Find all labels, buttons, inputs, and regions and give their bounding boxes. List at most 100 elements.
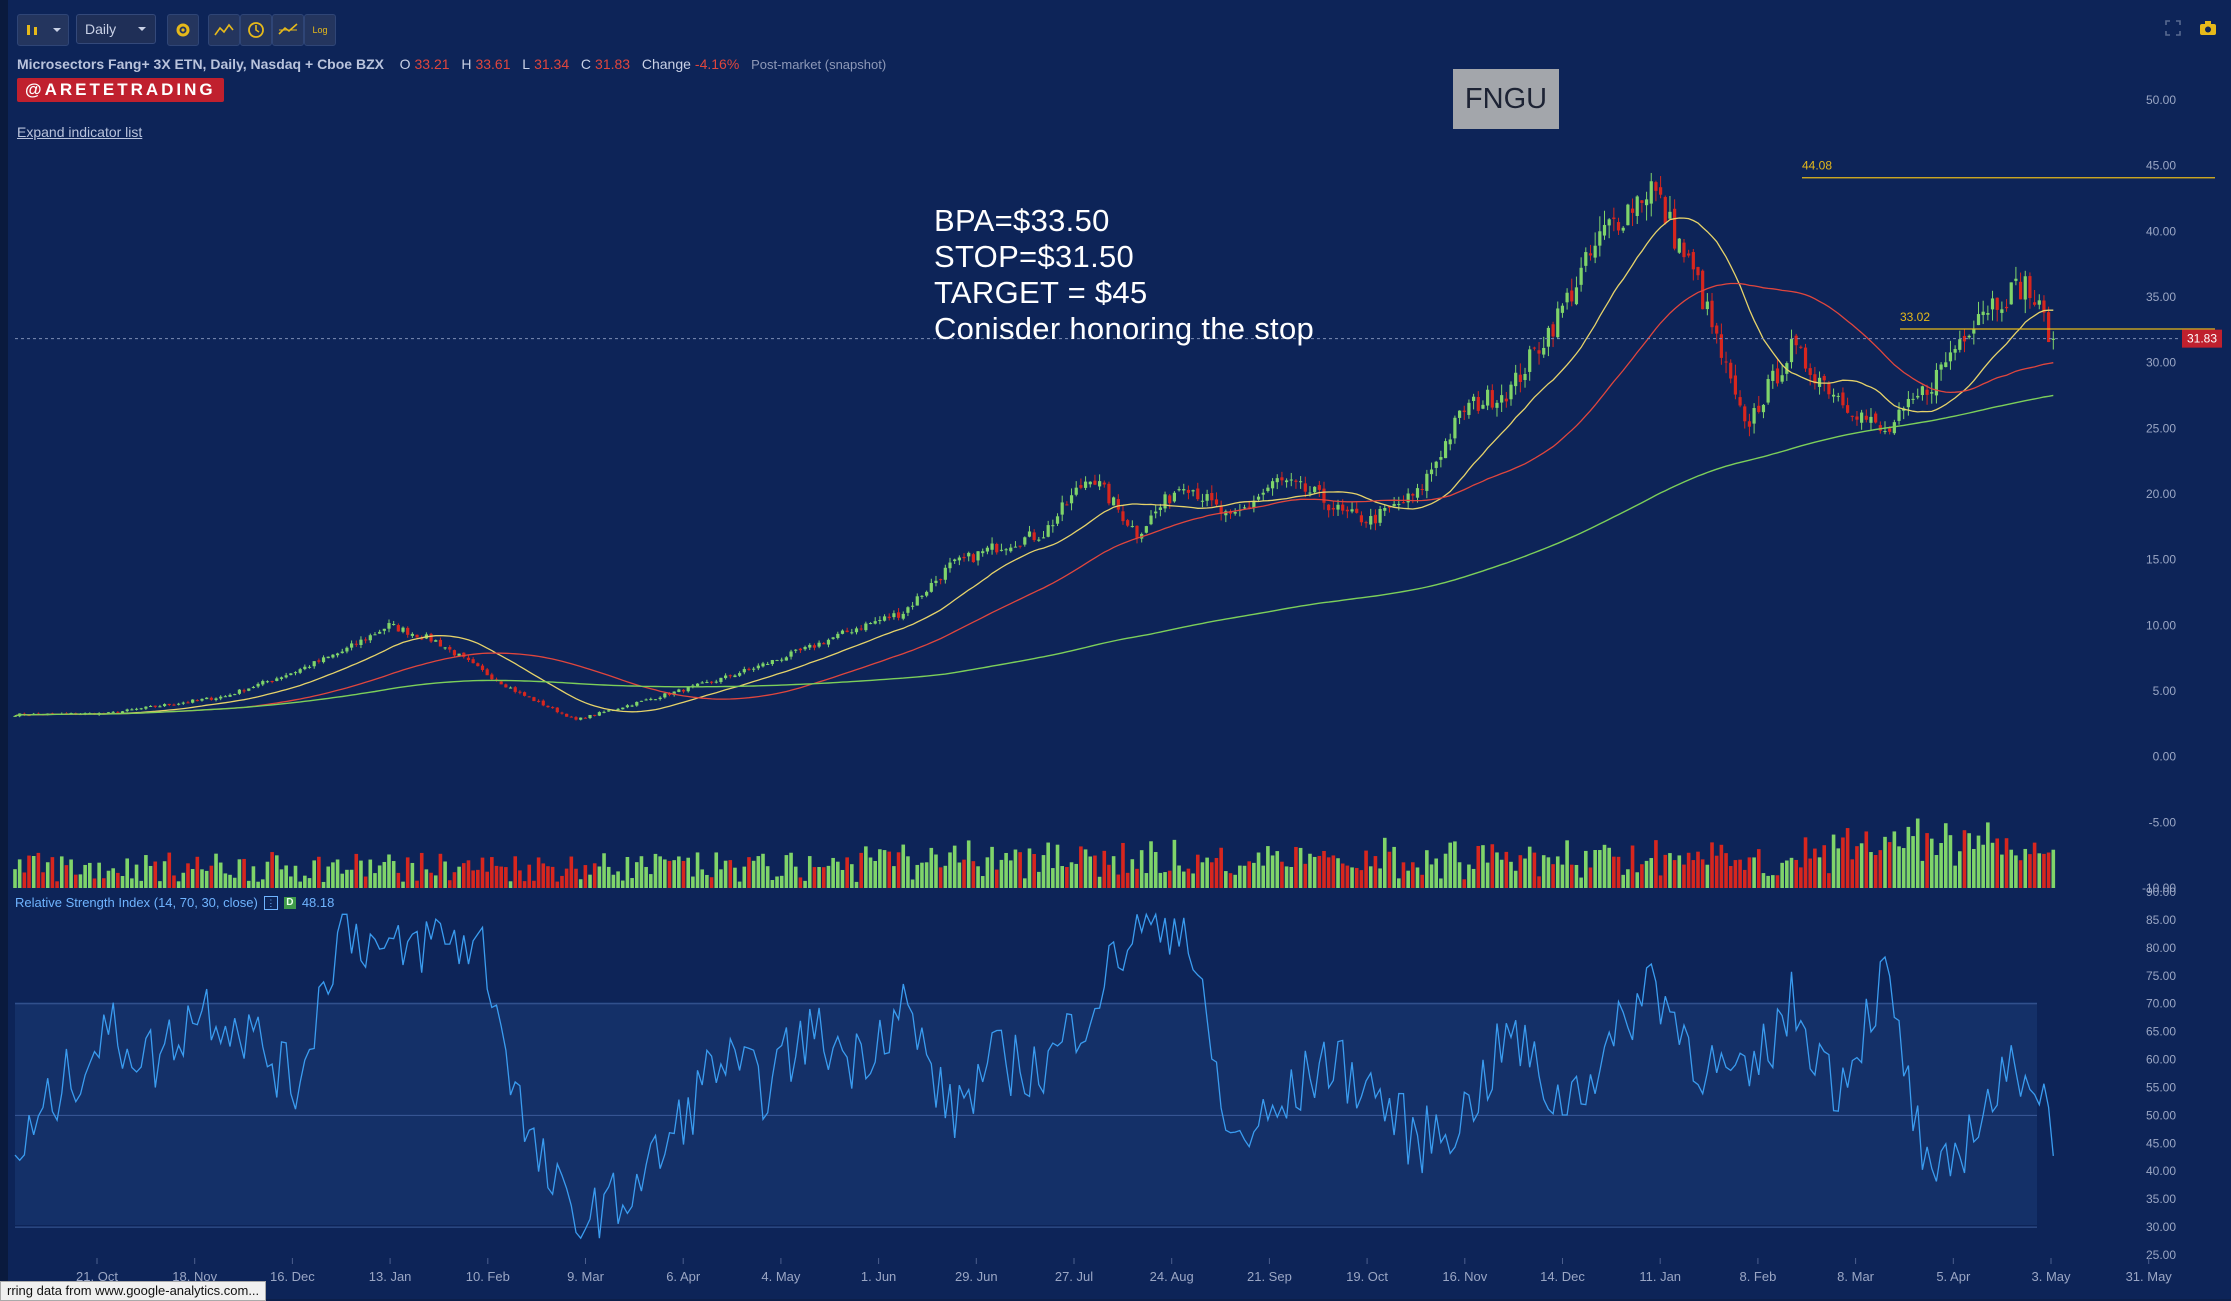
candle-body xyxy=(1509,384,1513,400)
volume-bar xyxy=(1607,847,1611,888)
chart-type-button[interactable] xyxy=(17,14,69,46)
candle-body xyxy=(1729,362,1733,379)
volume-bar xyxy=(681,860,686,888)
volume-bar xyxy=(232,877,237,888)
rsi-band xyxy=(15,1002,2037,1225)
volume-bar xyxy=(410,862,415,888)
date-tick-label: 21. Oct xyxy=(76,1269,118,1284)
candle-body xyxy=(588,714,592,719)
date-tick-label: 1. Jun xyxy=(861,1269,896,1284)
candle-body xyxy=(233,694,237,696)
candle-body xyxy=(1149,515,1153,525)
volume-bar xyxy=(821,867,826,888)
volume-bar xyxy=(1738,859,1742,888)
rsi-tick-label: 45.00 xyxy=(2146,1136,2176,1150)
camera-icon[interactable] xyxy=(2199,20,2217,36)
more-icon[interactable]: ⋮ xyxy=(263,895,278,910)
candle-body xyxy=(583,717,587,719)
volume-bar xyxy=(1958,851,1962,888)
candle-body xyxy=(1864,415,1868,420)
log-scale-button[interactable]: Log xyxy=(304,14,336,46)
volume-bar xyxy=(1111,856,1116,888)
note-line: BPA=$33.50 xyxy=(934,203,1110,238)
volume-bar xyxy=(335,859,340,888)
timeframe-select[interactable]: Daily xyxy=(76,14,156,44)
volume-bar xyxy=(831,857,835,888)
series-name: Microsectors Fang+ 3X ETN, Daily, Nasdaq… xyxy=(17,56,384,72)
rsi-line xyxy=(14,912,2054,1240)
volume-bar xyxy=(653,853,658,888)
fullscreen-icon[interactable] xyxy=(2165,20,2181,36)
volume-bar xyxy=(845,857,849,888)
candle-body xyxy=(1163,494,1167,509)
volume-bar xyxy=(1434,858,1438,888)
candle-body xyxy=(798,648,802,651)
candle-body xyxy=(265,681,270,683)
indicators-button[interactable] xyxy=(208,14,240,46)
candle-body xyxy=(1327,504,1331,511)
candle-body xyxy=(808,644,812,648)
candle-body xyxy=(1397,503,1401,505)
candle-body xyxy=(1565,292,1569,303)
candle-body xyxy=(1313,486,1317,493)
volume-bar xyxy=(275,855,279,888)
volume-bar xyxy=(1144,873,1149,888)
candle-body xyxy=(2004,306,2009,309)
candle-body xyxy=(1083,481,1088,488)
candles-layer xyxy=(13,172,2055,721)
candle-body xyxy=(1874,413,1878,423)
compare-button[interactable] xyxy=(272,14,304,46)
expand-indicator-list-link[interactable]: Expand indicator list xyxy=(17,124,143,140)
date-tick-label: 14. Dec xyxy=(1540,1269,1585,1284)
candle-body xyxy=(158,706,162,708)
candle-body xyxy=(756,665,760,669)
candle-body xyxy=(981,551,985,554)
candle-body xyxy=(1280,477,1284,481)
volume-bar xyxy=(1420,874,1424,888)
candle-body xyxy=(999,549,1004,551)
timeframe-value: Daily xyxy=(85,21,117,37)
settings-button[interactable] xyxy=(167,14,199,46)
volume-bar xyxy=(447,880,452,888)
volume-bar xyxy=(1177,865,1181,888)
volume-bar xyxy=(1953,865,1957,888)
candle-body xyxy=(1486,389,1490,406)
volume-bar xyxy=(111,868,115,888)
volume-bar xyxy=(859,852,863,888)
volume-bar xyxy=(17,859,22,888)
candle-body xyxy=(1210,492,1214,501)
rsi-d-badge[interactable]: D xyxy=(283,896,296,909)
volume-bar xyxy=(803,880,807,888)
volume-bar xyxy=(994,869,999,888)
candle-body xyxy=(1116,499,1120,510)
candle-body xyxy=(1948,352,1953,362)
price-tick-label: 30.00 xyxy=(2146,356,2176,370)
candle-body xyxy=(1472,396,1476,402)
volume-bar xyxy=(1163,872,1167,888)
candle-body xyxy=(1967,335,1971,338)
volume-bar xyxy=(1602,844,1607,888)
volume-bar xyxy=(176,881,181,888)
volume-bar xyxy=(606,866,611,888)
volume-bar xyxy=(588,874,592,888)
candle-body xyxy=(896,612,901,618)
volume-bar xyxy=(120,876,125,888)
candle-body xyxy=(1144,526,1148,533)
volume-bar xyxy=(1326,857,1331,888)
volume-bar xyxy=(887,851,892,888)
volume-bar xyxy=(289,876,293,888)
volume-bar xyxy=(1883,836,1887,888)
candle-body xyxy=(1191,490,1195,492)
candle-body xyxy=(667,693,672,696)
volume-bar xyxy=(1336,858,1340,888)
volume-bar xyxy=(1616,856,1621,888)
volume-bar xyxy=(1598,850,1602,888)
volume-bar xyxy=(1630,845,1635,888)
date-tick-label: 11. Jan xyxy=(1639,1269,1681,1284)
time-button[interactable] xyxy=(240,14,272,46)
candle-body xyxy=(130,709,134,711)
volume-bar xyxy=(1041,855,1046,888)
volume-bar xyxy=(1345,865,1350,888)
volume-bar xyxy=(583,865,588,888)
